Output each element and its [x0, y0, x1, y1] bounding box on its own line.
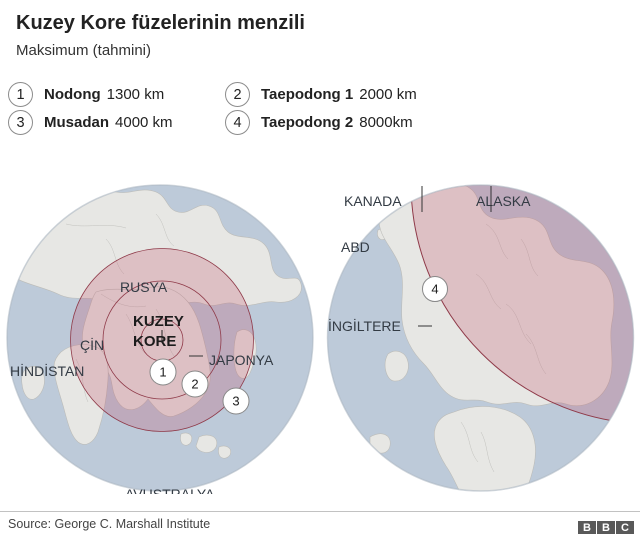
svg-text:1: 1 [159, 365, 166, 380]
svg-text:3: 3 [232, 394, 239, 409]
svg-text:KUZEY: KUZEY [133, 313, 184, 330]
svg-text:4: 4 [431, 282, 438, 297]
svg-text:İNGİLTERE: İNGİLTERE [328, 317, 401, 334]
svg-text:ÇİN: ÇİN [80, 336, 104, 353]
svg-text:ALASKA: ALASKA [476, 193, 531, 209]
svg-text:ABD: ABD [341, 239, 370, 255]
svg-text:KORE: KORE [133, 333, 176, 350]
svg-text:RUSYA: RUSYA [120, 279, 168, 295]
svg-text:JAPONYA: JAPONYA [209, 352, 274, 368]
svg-text:AVUSTRALYA: AVUSTRALYA [125, 486, 215, 494]
svg-text:KANADA: KANADA [344, 193, 402, 209]
svg-text:2: 2 [191, 377, 198, 392]
svg-text:HİNDİSTAN: HİNDİSTAN [10, 362, 84, 379]
